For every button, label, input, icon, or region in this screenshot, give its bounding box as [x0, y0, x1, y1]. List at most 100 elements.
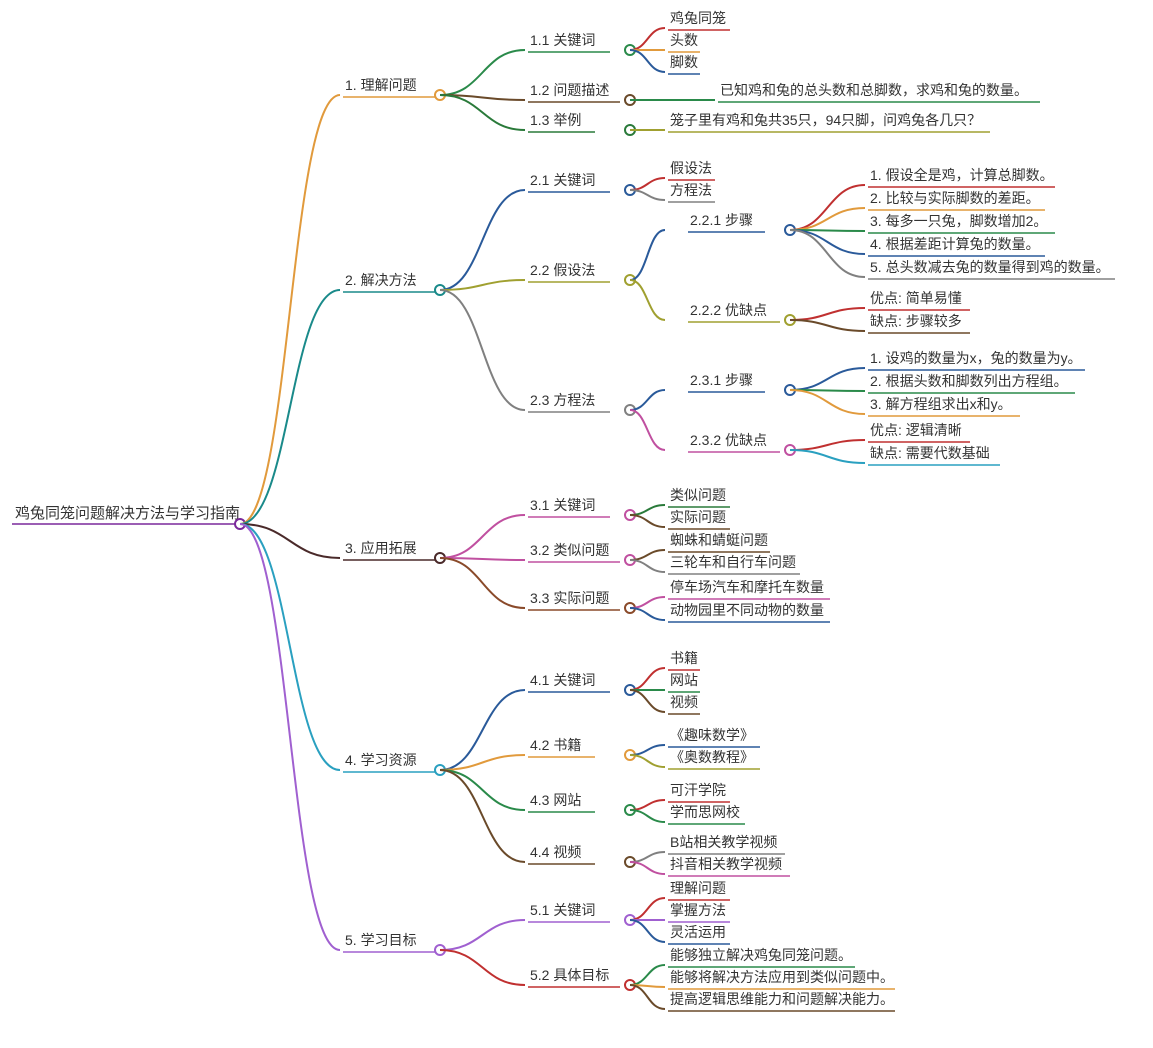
- l2-n3_2: 3.2 类似问题: [530, 542, 609, 558]
- edge: [790, 185, 865, 230]
- edge: [440, 190, 525, 290]
- l2-n3_3: 3.3 实际问题: [530, 590, 609, 606]
- l3-leaf-25: 抖音相关教学视频: [670, 856, 782, 872]
- edge: [790, 390, 865, 414]
- l4-leaf-3: 4. 根据差距计算兔的数量。: [870, 236, 1040, 252]
- l4-leaf-10: 优点: 逻辑清晰: [870, 422, 962, 438]
- l3-n2_2_2: 2.2.2 优缺点: [690, 302, 767, 318]
- edge: [630, 898, 665, 920]
- edge: [440, 950, 525, 985]
- l1-n2: 2. 解决方法: [345, 272, 417, 288]
- edge: [440, 770, 525, 810]
- l2-n2_1: 2.1 关键词: [530, 172, 595, 188]
- l3-leaf-24: B站相关教学视频: [670, 834, 777, 850]
- l3-leaf-31: 提高逻辑思维能力和问题解决能力。: [670, 991, 894, 1007]
- edge: [630, 920, 665, 942]
- l1-n1: 1. 理解问题: [345, 77, 417, 93]
- mindmap-svg: 鸡兔同笼问题解决方法与学习指南1. 理解问题2. 解决方法3. 应用拓展4. 学…: [0, 0, 1153, 1048]
- l3-leaf-6: 方程法: [670, 182, 712, 198]
- l2-n1_2: 1.2 问题描述: [530, 82, 609, 98]
- l2-n4_3: 4.3 网站: [530, 792, 581, 808]
- l4-leaf-9: 3. 解方程组求出x和y。: [870, 396, 1012, 412]
- l2-n5_2: 5.2 具体目标: [530, 967, 609, 983]
- l3-leaf-22: 可汗学院: [670, 782, 726, 798]
- edge: [440, 50, 525, 95]
- edge: [630, 410, 665, 450]
- l2-n1_1: 1.1 关键词: [530, 32, 595, 48]
- l2-n5_1: 5.1 关键词: [530, 902, 595, 918]
- edge: [440, 770, 525, 862]
- edge: [440, 290, 525, 410]
- l4-leaf-11: 缺点: 需要代数基础: [870, 445, 990, 461]
- edge: [630, 985, 665, 1009]
- l3-leaf-0: 鸡兔同笼: [670, 10, 726, 26]
- edge: [440, 280, 525, 290]
- l2-n4_2: 4.2 书籍: [530, 737, 581, 753]
- l3-leaf-28: 灵活运用: [670, 924, 726, 940]
- l3-leaf-18: 网站: [670, 672, 698, 688]
- l3-leaf-29: 能够独立解决鸡兔同笼问题。: [670, 947, 852, 963]
- edge: [630, 668, 665, 690]
- l3-n2_3_1: 2.3.1 步骤: [690, 372, 753, 388]
- edge: [790, 450, 865, 463]
- edge: [440, 515, 525, 558]
- edge: [440, 920, 525, 950]
- l2-n2_3: 2.3 方程法: [530, 392, 595, 408]
- l4-leaf-6: 缺点: 步骤较多: [870, 313, 962, 329]
- l1-n3: 3. 应用拓展: [345, 540, 417, 556]
- l3-leaf-11: 类似问题: [670, 487, 726, 503]
- edge: [790, 208, 865, 230]
- l3-leaf-30: 能够将解决方法应用到类似问题中。: [670, 969, 894, 985]
- edge: [790, 368, 865, 390]
- edge: [440, 558, 525, 608]
- edge: [240, 524, 340, 950]
- root-label: 鸡兔同笼问题解决方法与学习指南: [15, 505, 240, 522]
- l4-leaf-7: 1. 设鸡的数量为x，兔的数量为y。: [870, 350, 1082, 366]
- edge: [790, 308, 865, 320]
- l1-n5: 5. 学习目标: [345, 932, 417, 948]
- edge: [790, 230, 865, 254]
- edge: [630, 28, 665, 50]
- l4-leaf-1: 2. 比较与实际脚数的差距。: [870, 190, 1040, 206]
- l3-leaf-19: 视频: [670, 694, 698, 710]
- l3-leaf-21: 《奥数教程》: [670, 749, 754, 765]
- edge: [630, 965, 665, 985]
- edge: [630, 390, 665, 410]
- l3-leaf-1: 头数: [670, 32, 698, 48]
- edge: [630, 50, 665, 72]
- l4-leaf-8: 2. 根据头数和脚数列出方程组。: [870, 373, 1068, 389]
- l4-leaf-4: 5. 总头数减去兔的数量得到鸡的数量。: [870, 259, 1110, 275]
- l2-n4_1: 4.1 关键词: [530, 672, 595, 688]
- edge: [790, 440, 865, 450]
- l3-leaf-12: 实际问题: [670, 509, 726, 525]
- edge: [790, 320, 865, 331]
- l2-n1_3: 1.3 举例: [530, 112, 581, 128]
- l2-n2_2: 2.2 假设法: [530, 262, 595, 278]
- l4-leaf-2: 3. 每多一只兔，脚数增加2。: [870, 213, 1047, 229]
- l3-n2_3_2: 2.3.2 优缺点: [690, 432, 767, 448]
- l3-leaf-3: 已知鸡和兔的总头数和总脚数，求鸡和兔的数量。: [720, 82, 1028, 98]
- edge: [630, 230, 665, 280]
- l3-leaf-5: 假设法: [670, 160, 712, 176]
- l3-n2_2_1: 2.2.1 步骤: [690, 212, 753, 228]
- edge: [630, 280, 665, 320]
- l3-leaf-14: 三轮车和自行车问题: [670, 554, 796, 570]
- l3-leaf-4: 笼子里有鸡和兔共35只，94只脚，问鸡兔各几只？: [670, 112, 981, 128]
- edge: [630, 690, 665, 712]
- l4-leaf-0: 1. 假设全是鸡，计算总脚数。: [870, 167, 1054, 183]
- l2-n3_1: 3.1 关键词: [530, 497, 595, 513]
- l3-leaf-27: 掌握方法: [670, 902, 726, 918]
- l3-leaf-13: 蜘蛛和蜻蜓问题: [670, 532, 768, 548]
- l3-leaf-15: 停车场汽车和摩托车数量: [670, 579, 824, 595]
- l3-leaf-20: 《趣味数学》: [670, 727, 754, 743]
- l3-leaf-2: 脚数: [670, 54, 698, 70]
- l3-leaf-17: 书籍: [670, 650, 698, 666]
- l3-leaf-23: 学而思网校: [670, 804, 740, 820]
- edge: [440, 690, 525, 770]
- edge: [240, 290, 340, 524]
- l3-leaf-16: 动物园里不同动物的数量: [670, 602, 824, 618]
- l2-n4_4: 4.4 视频: [530, 844, 581, 860]
- edge: [240, 95, 340, 524]
- l4-leaf-5: 优点: 简单易懂: [870, 290, 962, 306]
- l3-leaf-26: 理解问题: [670, 880, 726, 896]
